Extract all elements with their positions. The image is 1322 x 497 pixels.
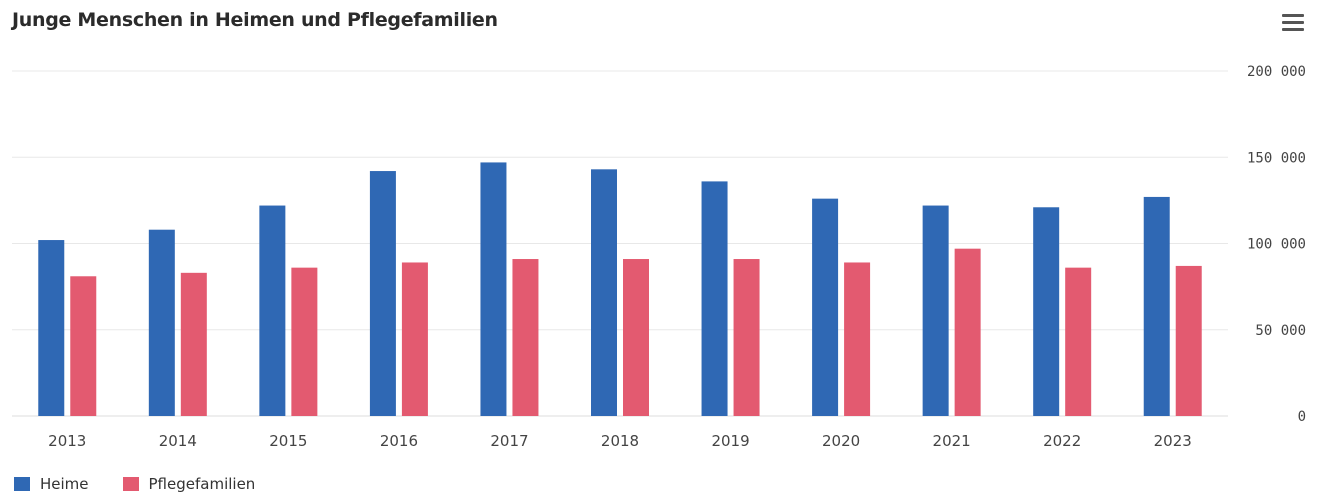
y-tick-label: 50 000 bbox=[1255, 323, 1306, 339]
bar-heime-2023[interactable] bbox=[1143, 196, 1170, 416]
x-tick-label: 2014 bbox=[159, 432, 197, 450]
bar-pflegefamilien-2014[interactable] bbox=[180, 272, 207, 416]
bar-pflegefamilien-2017[interactable] bbox=[512, 259, 539, 416]
bar-heime-2015[interactable] bbox=[259, 205, 286, 416]
bar-pflegefamilien-2013[interactable] bbox=[70, 276, 97, 416]
bar-heime-2022[interactable] bbox=[1033, 207, 1060, 416]
legend-swatch-heime bbox=[14, 477, 30, 491]
bar-pflegefamilien-2022[interactable] bbox=[1065, 267, 1092, 416]
y-tick-label: 150 000 bbox=[1247, 150, 1306, 166]
bar-heime-2020[interactable] bbox=[812, 198, 839, 416]
chart-title: Junge Menschen in Heimen und Pflegefamil… bbox=[12, 9, 498, 31]
hamburger-menu-icon[interactable] bbox=[1282, 14, 1304, 32]
bar-heime-2021[interactable] bbox=[922, 205, 949, 416]
bar-pflegefamilien-2020[interactable] bbox=[844, 262, 871, 416]
y-tick-label: 0 bbox=[1298, 409, 1306, 425]
bar-heime-2017[interactable] bbox=[480, 162, 507, 416]
x-tick-label: 2013 bbox=[48, 432, 86, 450]
legend: Heime Pflegefamilien bbox=[14, 475, 255, 493]
x-tick-label: 2021 bbox=[933, 432, 971, 450]
x-tick-label: 2017 bbox=[490, 432, 528, 450]
legend-label-pflegefamilien: Pflegefamilien bbox=[148, 475, 256, 493]
bar-heime-2016[interactable] bbox=[369, 171, 396, 416]
legend-swatch-pflegefamilien bbox=[122, 477, 139, 491]
bar-pflegefamilien-2015[interactable] bbox=[291, 267, 318, 416]
x-tick-label: 2018 bbox=[601, 432, 639, 450]
bar-heime-2019[interactable] bbox=[701, 181, 728, 416]
bar-heime-2014[interactable] bbox=[148, 229, 175, 416]
bar-pflegefamilien-2023[interactable] bbox=[1175, 265, 1202, 416]
legend-item-pflegefamilien[interactable]: Pflegefamilien bbox=[122, 475, 256, 493]
bar-pflegefamilien-2018[interactable] bbox=[623, 259, 649, 416]
bar-pflegefamilien-2016[interactable] bbox=[401, 262, 428, 416]
bar-chart: 2013 2014 2015 2016 2017 2018 2019 2020 2021 2022… bbox=[12, 64, 1306, 450]
x-tick-label: 2015 bbox=[269, 432, 307, 450]
y-tick-label: 200 000 bbox=[1247, 64, 1306, 80]
x-tick-label: 2023 bbox=[1154, 432, 1192, 450]
legend-label-heime: Heime bbox=[40, 475, 89, 493]
x-tick-label: 2020 bbox=[822, 432, 860, 450]
bar-pflegefamilien-2019[interactable] bbox=[733, 259, 760, 416]
x-tick-label: 2016 bbox=[380, 432, 418, 450]
x-tick-label: 2022 bbox=[1043, 432, 1081, 450]
x-tick-label: 2019 bbox=[711, 432, 749, 450]
bar-heime-2013[interactable] bbox=[38, 240, 65, 416]
legend-item-heime[interactable]: Heime bbox=[14, 475, 89, 493]
bar-pflegefamilien-2021[interactable] bbox=[954, 248, 981, 416]
bar-heime-2018[interactable] bbox=[591, 169, 617, 416]
y-tick-label: 100 000 bbox=[1247, 237, 1306, 253]
